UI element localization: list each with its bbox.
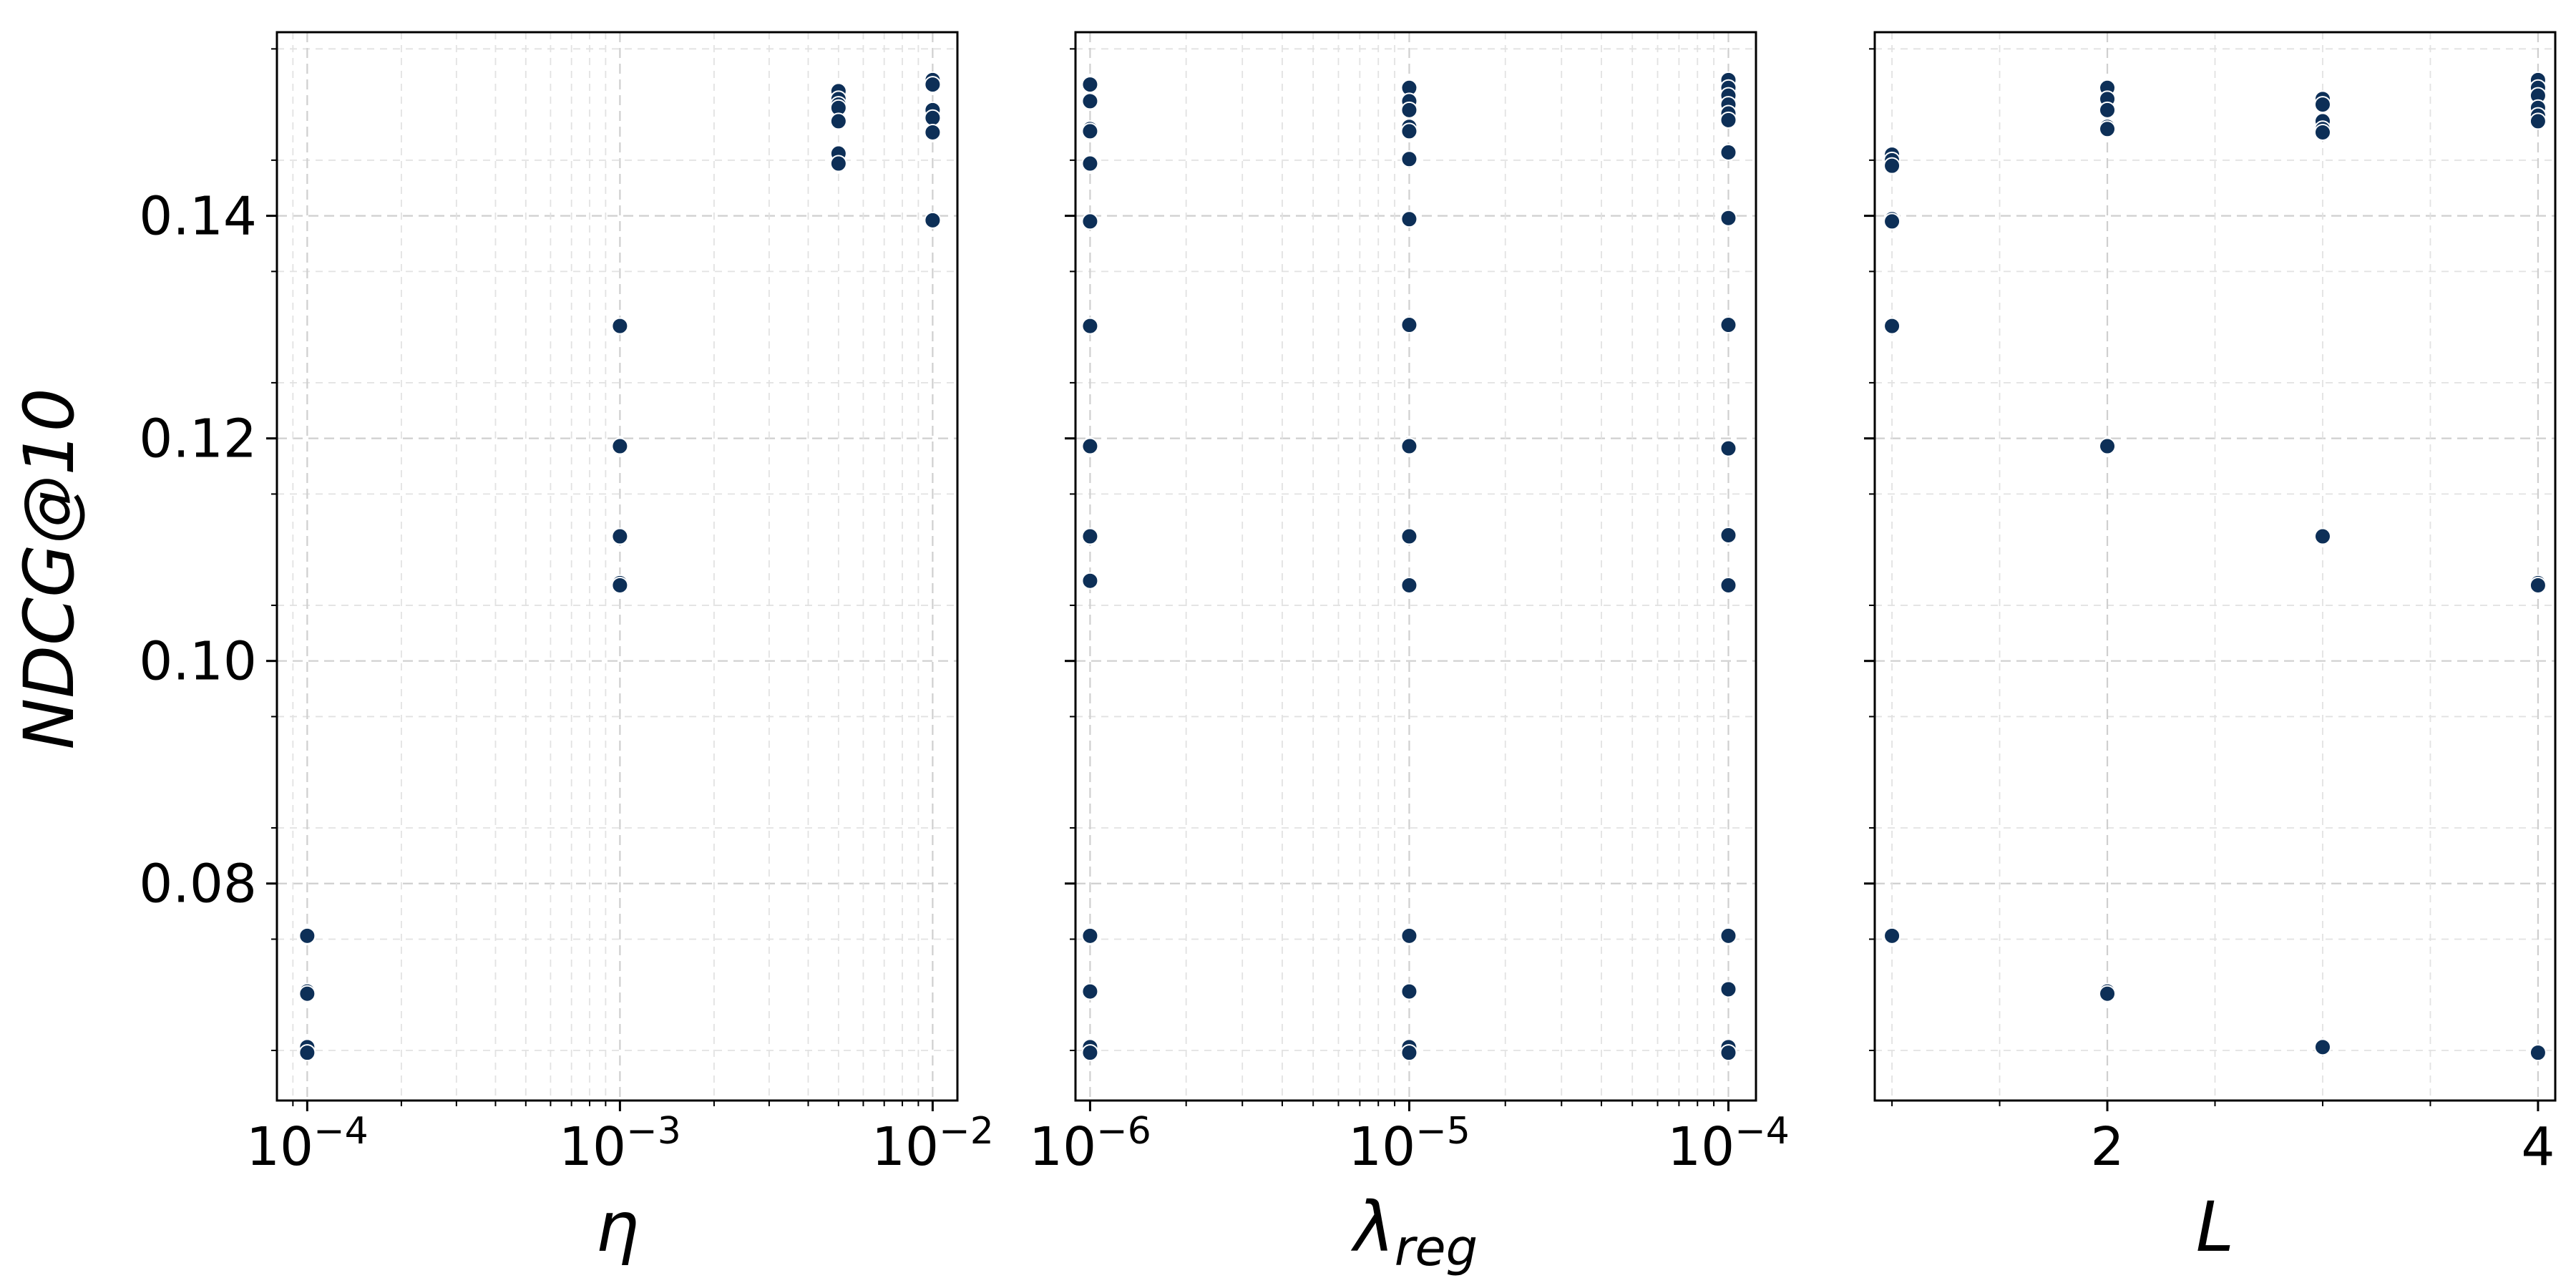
data-point [2313,96,2331,114]
data-point [2099,101,2117,119]
data-point [1719,143,1737,161]
data-point [2313,123,2331,141]
x-tick-label: 10−4 [1667,1110,1790,1178]
data-point [1883,317,1901,335]
data-point [829,155,847,172]
data-point [1081,527,1099,545]
data-point [1883,213,1901,230]
data-point [2313,527,2331,545]
data-point [2099,985,2117,1002]
x-tick-label: 10−2 [872,1110,994,1178]
data-point [2313,1038,2331,1056]
subplot-3: 2 4 L [1864,31,2557,1267]
data-point [1400,150,1418,168]
data-point [1400,210,1418,228]
data-point [1400,527,1418,545]
data-point [2529,112,2547,130]
data-point [1883,927,1901,945]
data-point [1081,1044,1099,1062]
x-tick-label: 10−6 [1029,1110,1151,1178]
data-point [1719,111,1737,129]
data-point [924,123,942,141]
data-point [2099,437,2117,455]
data-point [298,1044,316,1062]
subplot-2: 10−6 10−5 10−4 λreg [1029,31,1790,1277]
data-point [298,927,316,945]
y-tick-label: 0.10 [139,631,257,693]
y-tick-label: 0.12 [139,409,257,470]
x-tick-label: 4 [2521,1116,2555,1178]
data-point [1400,927,1418,945]
data-point [1081,927,1099,945]
x-tick-label: 2 [2090,1116,2124,1178]
data-point [1400,101,1418,119]
data-point [1719,576,1737,594]
data-point [1400,982,1418,1000]
data-point [1719,316,1737,334]
data-point [1081,155,1099,172]
data-point [1081,213,1099,230]
data-point [1081,76,1099,94]
data-point [1081,572,1099,590]
data-point [1081,982,1099,1000]
data-point [1719,980,1737,998]
data-point [2529,1044,2547,1062]
x-tick-label: 10−5 [1348,1110,1470,1178]
axes-frame [275,31,959,1102]
data-point [611,437,629,455]
data-point [1081,92,1099,110]
data-point [924,76,942,94]
y-axis-label: NDCG@10 [9,388,89,749]
data-point [1081,122,1099,140]
data-point [924,211,942,229]
x-axis-label: λreg [1350,1187,1478,1277]
data-point [1719,1044,1737,1062]
data-point [611,317,629,335]
data-point [1719,526,1737,544]
data-point [1400,316,1418,334]
x-tick-label: 10−3 [559,1110,681,1178]
data-point [1400,1044,1418,1062]
data-point [1883,157,1901,175]
axes-frame [1074,31,1757,1102]
x-tick-label: 10−4 [246,1110,369,1178]
data-point [1400,122,1418,140]
x-axis-label: L [2196,1187,2234,1267]
data-point [829,112,847,130]
x-axis-label: η [595,1187,639,1267]
y-tick-label: 0.08 [139,854,257,915]
y-tick-label: 0.14 [139,186,257,248]
data-point [1400,437,1418,455]
data-point [1719,209,1737,227]
data-point [1400,576,1418,594]
data-point [1081,437,1099,455]
data-point [2099,120,2117,138]
data-point [1081,317,1099,335]
data-point [611,576,629,594]
data-point [2529,576,2547,594]
data-point [611,527,629,545]
subplot-1: 0.08 0.10 0.12 0.14 10−4 10−3 10−2 η [139,31,994,1267]
data-point [1719,927,1737,945]
data-point [924,109,942,127]
data-point [298,985,316,1002]
data-point [1719,439,1737,457]
